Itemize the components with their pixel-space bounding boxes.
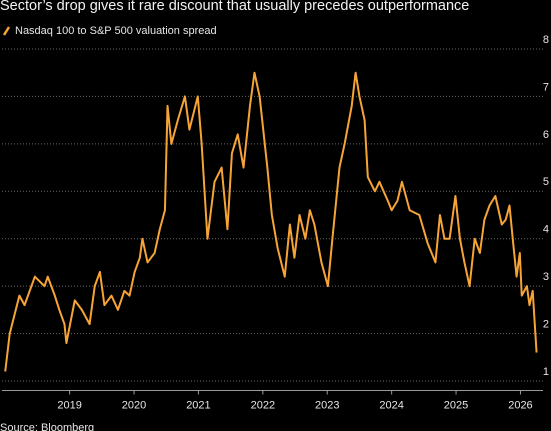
y-tick-label: 8 bbox=[543, 34, 549, 46]
y-tick-label: 5 bbox=[543, 176, 549, 188]
source: Source: Bloomberg bbox=[0, 422, 94, 431]
y-tick-label: 6 bbox=[543, 129, 549, 141]
legend-label: Nasdaq 100 to S&P 500 valuation spread bbox=[15, 25, 217, 37]
x-tick-label: 2022 bbox=[251, 399, 275, 411]
line-series bbox=[4, 71, 538, 372]
x-tick-label: 2020 bbox=[122, 399, 146, 411]
chart-title: Sector’s drop gives it rare discount tha… bbox=[0, 0, 469, 14]
x-tick-label: 2026 bbox=[508, 399, 532, 411]
x-tick-label: 2023 bbox=[315, 399, 339, 411]
legend-swatch bbox=[2, 26, 11, 36]
y-tick-label: 2 bbox=[543, 318, 549, 330]
x-tick-label: 2025 bbox=[444, 399, 468, 411]
x-tick-label: 2024 bbox=[379, 399, 403, 411]
x-tick-label: 2021 bbox=[186, 399, 210, 411]
y-tick-label: 3 bbox=[543, 271, 549, 283]
x-tick-label: 2019 bbox=[57, 399, 81, 411]
y-tick-label: 7 bbox=[543, 81, 549, 93]
y-tick-label: 1 bbox=[543, 366, 549, 378]
y-tick-label: 4 bbox=[543, 224, 549, 236]
